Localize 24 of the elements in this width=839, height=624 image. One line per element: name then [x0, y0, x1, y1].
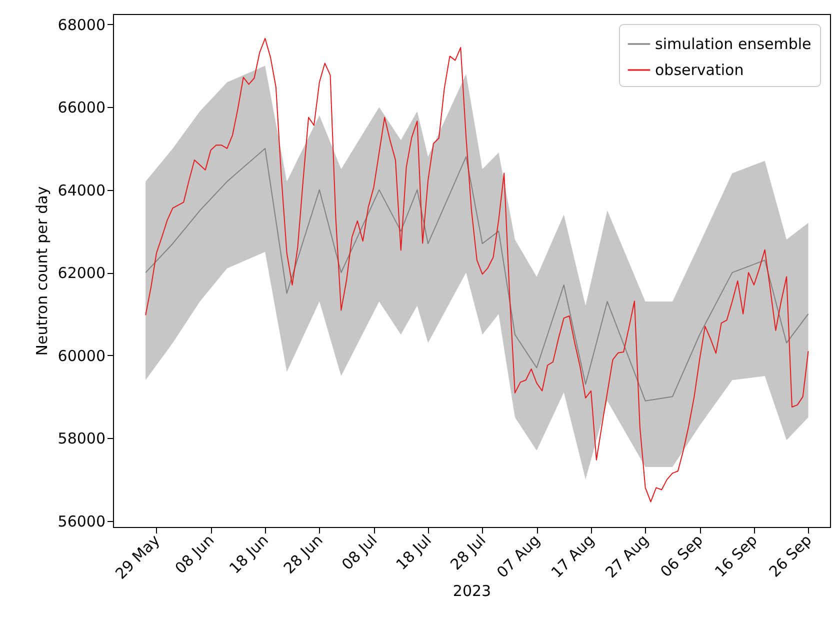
x-tick-label: 18 Jun	[226, 531, 272, 578]
x-tick-label: 27 Aug	[602, 531, 652, 582]
x-tick-label: 08 Jul	[338, 531, 381, 574]
y-tick-label: 62000	[58, 264, 106, 282]
x-tick-label: 16 Sep	[711, 531, 761, 581]
x-tick-label: 18 Jul	[392, 531, 435, 574]
y-tick-label: 56000	[58, 512, 106, 530]
y-tick-label: 58000	[58, 430, 106, 448]
x-tick-label: 17 Aug	[548, 531, 598, 582]
x-tick-label: 28 Jul	[446, 531, 490, 574]
x-tick-label: 07 Aug	[493, 531, 544, 582]
legend-label: observation	[655, 61, 744, 79]
y-axis-title: Neutron count per day	[32, 186, 51, 356]
y-tick-label: 68000	[58, 16, 106, 34]
x-tick-label: 08 Jun	[171, 531, 218, 578]
legend-label: simulation ensemble	[655, 35, 812, 53]
x-tick-label: 06 Sep	[656, 531, 706, 581]
x-axis-title: 2023	[452, 582, 492, 600]
line-series	[145, 148, 809, 402]
x-tick-label: 26 Sep	[766, 531, 816, 581]
y-tick-label: 60000	[58, 346, 106, 365]
y-tick-label: 64000	[58, 181, 106, 200]
y-tick-label: 66000	[58, 98, 106, 117]
x-tick-label: 28 Jun	[280, 531, 326, 578]
